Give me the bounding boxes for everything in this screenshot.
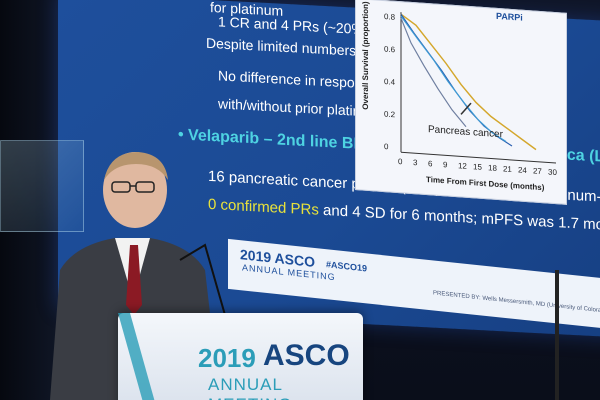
x-tick-label: 18 bbox=[488, 163, 497, 173]
glasses-left-lens bbox=[111, 181, 131, 193]
x-tick-labels: 0 3 6 9 12 15 18 21 24 27 30 bbox=[398, 157, 557, 177]
x-tick-label: 30 bbox=[548, 168, 557, 178]
y-tick-label: 0.6 bbox=[384, 45, 396, 55]
slide-line-limited: Despite limited numbers... bbox=[206, 34, 368, 60]
x-tick-label: 0 bbox=[398, 157, 403, 166]
x-tick-label: 24 bbox=[518, 165, 527, 175]
x-tick-label: 15 bbox=[473, 162, 482, 172]
podium-annual-meeting: ANNUAL MEETING bbox=[208, 375, 291, 400]
microphone-boom bbox=[179, 243, 226, 316]
pancreas-cancer-label: Pancreas cancer bbox=[428, 124, 504, 140]
survival-chart: PARPi 0.8 0.6 0.4 0.2 0 0 3 6 9 12 15 18 21 24 27 30 O… bbox=[355, 0, 567, 205]
slide-line-no-diff: No difference in response bbox=[218, 67, 378, 92]
speaker-head bbox=[103, 152, 167, 228]
survival-curve-yellow bbox=[400, 13, 537, 151]
y-tick-label: 0.8 bbox=[384, 12, 396, 22]
x-axis bbox=[401, 151, 556, 164]
chart-y-label: Overall Survival (proportion) bbox=[361, 1, 370, 110]
x-tick-label: 3 bbox=[413, 158, 418, 167]
y-tick-label: 0.2 bbox=[384, 110, 396, 120]
glasses-right-lens bbox=[135, 181, 155, 193]
survival-curve-gray bbox=[400, 18, 467, 128]
x-tick-label: 12 bbox=[458, 161, 467, 171]
y-tick-label: 0 bbox=[384, 142, 389, 151]
x-tick-label: 6 bbox=[428, 159, 433, 168]
x-tick-label: 21 bbox=[503, 164, 512, 174]
chart-x-label: Time From First Dose (months) bbox=[426, 175, 545, 192]
teleprompter-glass bbox=[0, 140, 84, 232]
x-tick-label: 9 bbox=[443, 160, 448, 169]
slide-line-cr-pr: 1 CR and 4 PRs (~20%) bbox=[218, 13, 369, 38]
sub-bullet-2-rest: and 4 SD for 6 months; mPFS was 1.7 mont… bbox=[323, 201, 600, 243]
y-tick-label: 0.4 bbox=[384, 77, 396, 87]
speaker-tie bbox=[126, 245, 142, 315]
microphone-stand bbox=[555, 270, 559, 400]
footer-presenter: PRESENTED BY: Wells Messersmith, MD (Uni… bbox=[433, 290, 600, 319]
podium-year: 2019 bbox=[198, 343, 256, 373]
x-tick-label: 27 bbox=[533, 166, 542, 176]
podium-asco-logo: ASCO bbox=[263, 339, 350, 372]
annotation-arrow bbox=[460, 102, 472, 115]
speaker-hair bbox=[104, 152, 168, 180]
chart-header: PARPi bbox=[496, 11, 523, 23]
y-tick-labels: 0.8 0.6 0.4 0.2 0 bbox=[384, 12, 396, 151]
podium: 2019 ASCO ANNUAL MEETING bbox=[118, 313, 363, 400]
survival-curve-lightblue bbox=[400, 15, 507, 143]
